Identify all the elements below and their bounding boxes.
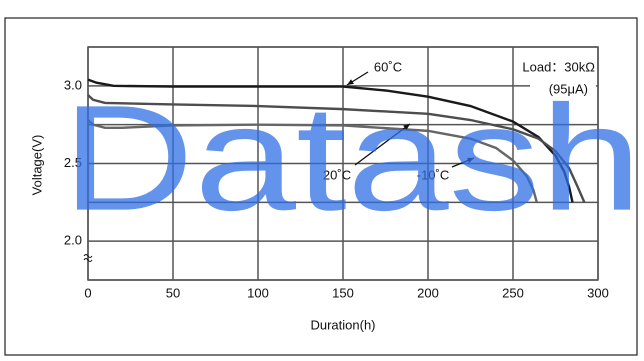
x-tick-label: 50 xyxy=(166,285,180,300)
label-arrow xyxy=(354,123,411,166)
series-line xyxy=(87,94,586,203)
arrow-head xyxy=(347,79,354,85)
watermark: Datash xyxy=(62,74,642,242)
series-label: -10˚C xyxy=(417,167,450,182)
annotation-bg xyxy=(530,58,596,108)
arrow-head xyxy=(403,124,410,131)
x-tick-label: 0 xyxy=(84,285,91,300)
series-line xyxy=(87,119,538,203)
x-tick-label: 150 xyxy=(332,285,354,300)
y-axis-label: Voltage(V) xyxy=(29,135,44,196)
x-axis-label: Duration(h) xyxy=(310,317,375,332)
x-tick-label: 300 xyxy=(587,285,609,300)
frame xyxy=(4,17,638,356)
series-line xyxy=(87,78,574,203)
annotation: Load：30kΩ xyxy=(522,59,595,74)
x-tick-label: 100 xyxy=(247,285,269,300)
y-tick-label: 2.5 xyxy=(64,155,82,170)
y-tick-label: 2.0 xyxy=(64,233,82,248)
axis-break xyxy=(83,254,93,262)
x-tick-label: 250 xyxy=(502,285,524,300)
annotation: (95μA) xyxy=(549,81,588,96)
x-tick-label: 200 xyxy=(417,285,439,300)
series-label: 60˚C xyxy=(374,59,402,74)
y-tick-label: 3.0 xyxy=(64,77,82,92)
arrow-head xyxy=(467,157,474,163)
series-label: 20˚C xyxy=(323,167,351,182)
